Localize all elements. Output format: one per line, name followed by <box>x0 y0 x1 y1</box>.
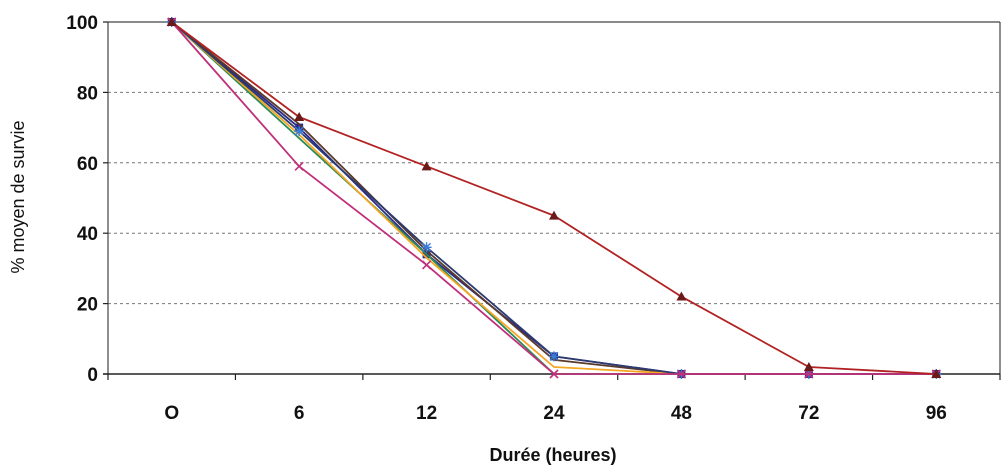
y-tick-label: 100 <box>66 13 98 34</box>
y-tick-label: 80 <box>77 83 98 104</box>
series-lines <box>166 17 942 379</box>
y-tick-label: 0 <box>87 365 98 386</box>
x-tick-label: 96 <box>926 403 947 424</box>
y-tick-label: 40 <box>77 224 98 245</box>
series-group <box>171 21 937 375</box>
series-line <box>171 21 937 375</box>
data-point-triangle <box>421 161 432 171</box>
data-point-triangle <box>676 291 687 301</box>
data-point-x <box>676 369 686 379</box>
x-tick-label: 24 <box>543 403 565 424</box>
x-axis-title: Durée (heures) <box>489 445 616 465</box>
x-tick-label: 12 <box>416 403 437 424</box>
y-tick-label: 60 <box>77 154 98 175</box>
series-group <box>166 17 942 378</box>
series-group <box>167 17 941 379</box>
series-line <box>171 21 937 375</box>
series-group <box>171 21 937 375</box>
x-tick-label: 6 <box>294 403 305 424</box>
y-tick-label: 20 <box>77 295 98 316</box>
x-tick-label: 72 <box>798 403 819 424</box>
data-point-x <box>422 260 432 270</box>
series-group <box>167 18 941 378</box>
x-tick-label: 48 <box>671 403 692 424</box>
data-point-triangle <box>166 17 177 26</box>
y-axis-title: % moyen de survie <box>8 120 28 273</box>
data-point-x <box>294 161 304 171</box>
series-line <box>171 21 937 375</box>
data-point-triangle <box>931 369 942 378</box>
x-tick-label: O <box>164 403 179 424</box>
data-point-x <box>549 369 559 379</box>
data-point-triangle <box>294 112 305 122</box>
series-line <box>171 21 937 375</box>
data-point-x <box>804 369 814 379</box>
series-group <box>171 21 937 375</box>
data-point-star <box>549 351 559 362</box>
data-point-triangle <box>803 361 814 371</box>
series-line <box>171 21 937 375</box>
data-point-triangle <box>549 210 559 220</box>
tick-labels: 0 20 40 60 80 100 O 6 12 24 48 72 96 <box>66 13 947 424</box>
data-point-star <box>294 126 305 137</box>
series-line <box>171 21 937 375</box>
series-line <box>171 21 937 375</box>
data-point-star <box>421 242 432 253</box>
series-group <box>166 17 942 379</box>
